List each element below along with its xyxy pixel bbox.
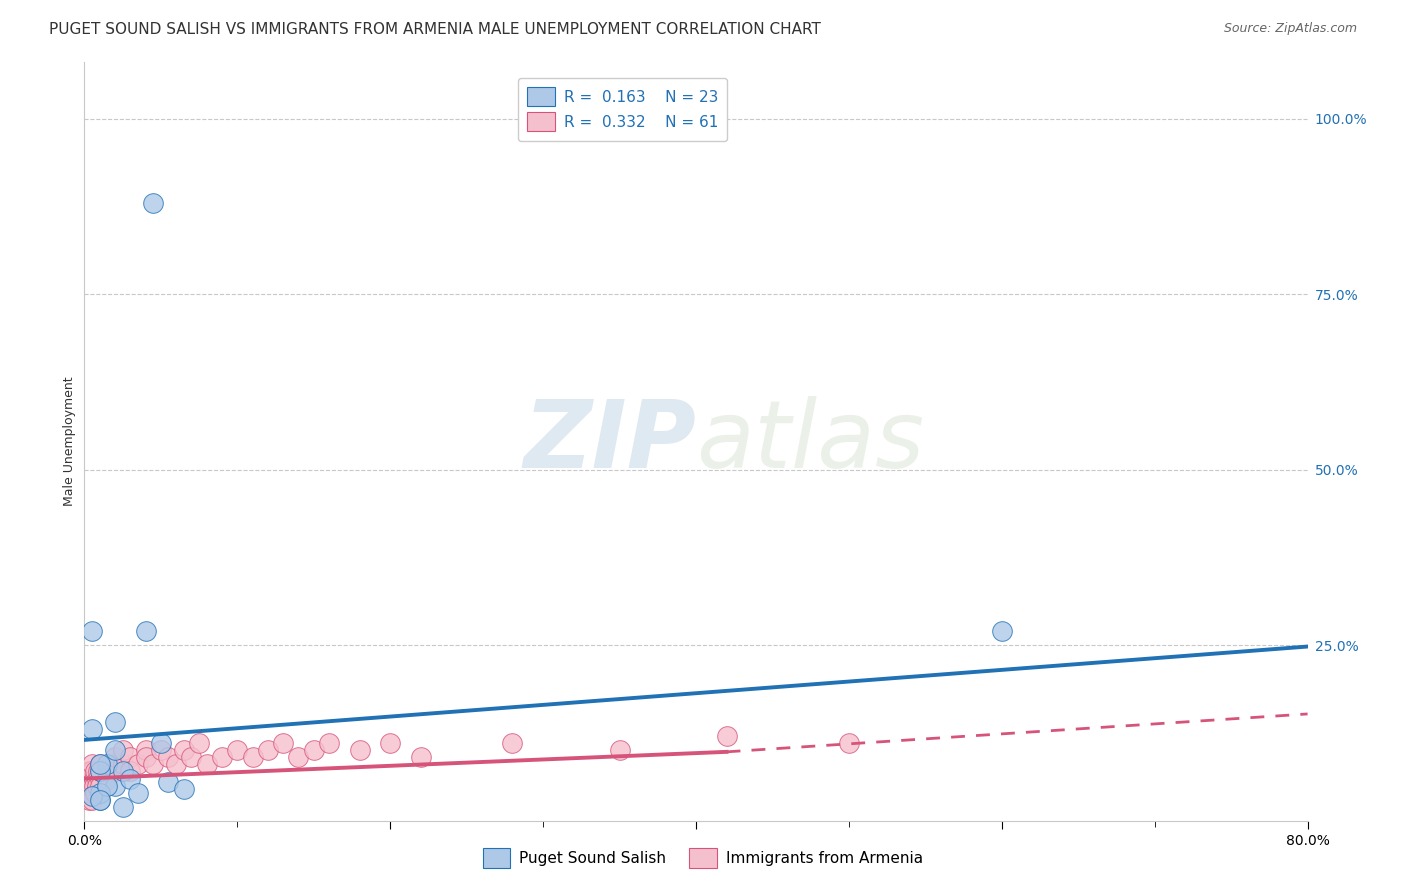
Point — [79, 786, 101, 800]
Point — [104, 750, 127, 764]
Point — [104, 715, 127, 730]
Point — [80, 764, 103, 779]
Point — [318, 736, 340, 750]
Point — [77, 792, 100, 806]
Point — [127, 757, 149, 772]
Point — [76, 772, 98, 786]
Point — [104, 779, 127, 793]
Point — [111, 743, 134, 757]
Legend: R =  0.163    N = 23, R =  0.332    N = 61: R = 0.163 N = 23, R = 0.332 N = 61 — [517, 78, 727, 141]
Point — [188, 736, 211, 750]
Point — [226, 743, 249, 757]
Point — [83, 772, 105, 786]
Point — [302, 743, 325, 757]
Point — [211, 750, 233, 764]
Point — [86, 779, 108, 793]
Point — [165, 757, 187, 772]
Point — [79, 764, 101, 779]
Point — [104, 743, 127, 757]
Point — [142, 195, 165, 210]
Point — [89, 757, 111, 772]
Point — [135, 624, 157, 639]
Text: atlas: atlas — [696, 396, 924, 487]
Point — [173, 782, 195, 797]
Point — [80, 779, 103, 793]
Point — [89, 772, 111, 786]
Point — [157, 750, 180, 764]
Point — [89, 779, 111, 793]
Point — [195, 757, 218, 772]
Point — [86, 772, 108, 786]
Y-axis label: Male Unemployment: Male Unemployment — [63, 376, 76, 507]
Point — [77, 779, 100, 793]
Text: PUGET SOUND SALISH VS IMMIGRANTS FROM ARMENIA MALE UNEMPLOYMENT CORRELATION CHAR: PUGET SOUND SALISH VS IMMIGRANTS FROM AR… — [49, 22, 821, 37]
Point — [180, 750, 202, 764]
Point — [104, 764, 127, 779]
Point — [142, 757, 165, 772]
Point — [111, 764, 134, 779]
Point — [716, 730, 738, 744]
Point — [838, 736, 860, 750]
Text: ZIP: ZIP — [523, 395, 696, 488]
Point — [83, 779, 105, 793]
Point — [135, 743, 157, 757]
Point — [271, 736, 294, 750]
Point — [80, 624, 103, 639]
Point — [89, 764, 111, 779]
Point — [991, 624, 1014, 639]
Point — [80, 772, 103, 786]
Point — [157, 775, 180, 789]
Point — [77, 764, 100, 779]
Point — [76, 786, 98, 800]
Point — [111, 799, 134, 814]
Point — [120, 750, 142, 764]
Point — [149, 743, 172, 757]
Point — [242, 750, 264, 764]
Point — [135, 750, 157, 764]
Point — [96, 757, 118, 772]
Point — [89, 757, 111, 772]
Point — [89, 786, 111, 800]
Point — [349, 743, 371, 757]
Point — [89, 792, 111, 806]
Point — [96, 772, 118, 786]
Point — [96, 764, 118, 779]
Point — [173, 743, 195, 757]
Point — [111, 757, 134, 772]
Point — [89, 792, 111, 806]
Point — [79, 779, 101, 793]
Point — [87, 764, 110, 779]
Point — [80, 786, 103, 800]
Text: Source: ZipAtlas.com: Source: ZipAtlas.com — [1223, 22, 1357, 36]
Point — [502, 736, 524, 750]
Point — [104, 757, 127, 772]
Point — [84, 786, 107, 800]
Point — [120, 764, 142, 779]
Point — [89, 764, 111, 779]
Point — [287, 750, 309, 764]
Point — [380, 736, 402, 750]
Point — [96, 779, 118, 793]
Legend: Puget Sound Salish, Immigrants from Armenia: Puget Sound Salish, Immigrants from Arme… — [475, 840, 931, 875]
Point — [127, 786, 149, 800]
Point — [149, 736, 172, 750]
Point — [609, 743, 631, 757]
Point — [79, 772, 101, 786]
Point — [84, 764, 107, 779]
Point — [257, 743, 280, 757]
Point — [80, 792, 103, 806]
Point — [409, 750, 432, 764]
Point — [80, 757, 103, 772]
Point — [80, 789, 103, 803]
Point — [120, 772, 142, 786]
Point — [80, 723, 103, 737]
